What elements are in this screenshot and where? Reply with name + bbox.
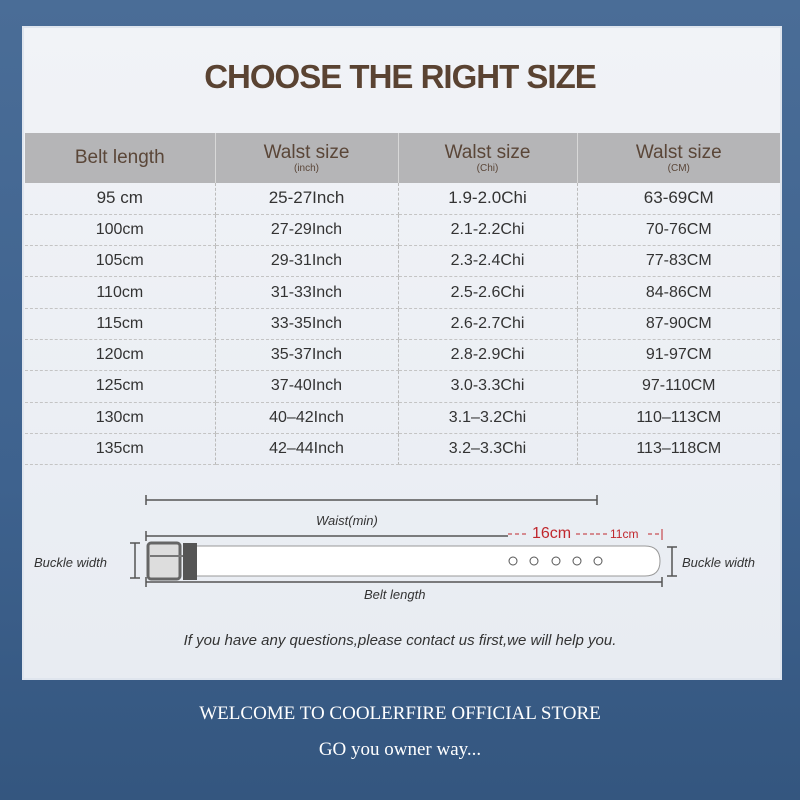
buckle-icon xyxy=(146,541,182,581)
table-cell: 100cm xyxy=(25,214,216,247)
table-row: 120cm 35-37Inch 2.8-2.9Chi 91-97CM xyxy=(25,339,780,372)
footer-slogan: GO you owner way... xyxy=(318,739,482,760)
table-row: 105cm 29-31Inch 2.3-2.4Chi 77-83CM xyxy=(25,245,780,278)
table-cell: 2.3-2.4Chi xyxy=(398,245,578,278)
table-cell: 95 cm xyxy=(25,183,216,215)
table-row: 115cm 33-35Inch 2.6-2.7Chi 87-90CM xyxy=(25,308,780,340)
tip-span-label: 11cm xyxy=(610,527,639,541)
size-table: Belt length Walst size (inch) Walst size (Ch… xyxy=(25,133,780,466)
table-cell: 1.9-2.0Chi xyxy=(398,183,578,215)
table-cell: 29-31Inch xyxy=(215,245,399,278)
table-cell: 77-83CM xyxy=(577,245,780,278)
table-cell: 70-76CM xyxy=(577,214,780,247)
table-cell: 25-27Inch xyxy=(215,183,399,215)
table-cell: 125cm xyxy=(25,370,216,403)
table-cell: 37-40Inch xyxy=(215,370,399,403)
table-cell: 87-90CM xyxy=(577,308,780,340)
header-label: Walst size xyxy=(263,141,350,163)
header-unit: (CM) xyxy=(667,162,690,174)
contact-note: If you have any questions,please contact… xyxy=(183,632,617,649)
table-cell: 120cm xyxy=(25,339,216,372)
table-cell: 135cm xyxy=(25,433,216,466)
table-cell: 35-37Inch xyxy=(215,339,399,372)
belt-strap xyxy=(189,545,661,577)
column-header: Belt length xyxy=(25,133,216,183)
column-header: Walst size (inch) xyxy=(215,133,399,183)
table-cell: 3.2–3.3Chi xyxy=(398,433,578,466)
table-cell: 27-29Inch xyxy=(215,214,399,247)
header-label: Belt length xyxy=(74,147,165,168)
table-row: 100cm 27-29Inch 2.1-2.2Chi 70-76CM xyxy=(25,214,780,247)
table-cell: 113–118CM xyxy=(577,433,780,466)
hole-span-label: 16cm xyxy=(532,525,572,542)
table-cell: 3.0-3.3Chi xyxy=(398,370,578,403)
table-cell: 2.5-2.6Chi xyxy=(398,276,578,309)
table-cell: 42–44Inch xyxy=(215,433,399,466)
header-unit: (Chi) xyxy=(476,162,499,174)
header-label: Walst size xyxy=(635,141,722,163)
table-cell: 3.1–3.2Chi xyxy=(398,402,578,434)
table-cell: 84-86CM xyxy=(577,276,780,309)
footer-welcome: WELCOME TO COOLERFIRE OFFICIAL STORE xyxy=(199,703,601,724)
buckle-width-left-label: Buckle width xyxy=(34,555,107,570)
table-cell: 91-97CM xyxy=(577,339,780,372)
table-cell: 97-110CM xyxy=(577,370,780,403)
column-header: Walst size (Chi) xyxy=(398,133,578,183)
table-row: 125cm 37-40Inch 3.0-3.3Chi 97-110CM xyxy=(25,370,780,403)
belt-length-label: Belt length xyxy=(364,587,426,602)
buckle-loop xyxy=(183,543,197,580)
table-cell: 2.1-2.2Chi xyxy=(398,214,578,247)
table-cell: 115cm xyxy=(25,308,216,340)
waist-min-label: Waist(min) xyxy=(316,513,378,528)
header-unit: (inch) xyxy=(293,162,319,174)
table-cell: 63-69CM xyxy=(577,183,780,215)
table-cell: 110cm xyxy=(25,276,216,309)
column-header: Walst size (CM) xyxy=(577,133,780,183)
table-row: 135cm 42–44Inch 3.2–3.3Chi 113–118CM xyxy=(25,433,780,466)
table-cell: 2.6-2.7Chi xyxy=(398,308,578,340)
table-cell: 31-33Inch xyxy=(215,276,399,309)
chart-title: CHOOSE THE RIGHT SIZE xyxy=(204,58,597,95)
table-row: 130cm 40–42Inch 3.1–3.2Chi 110–113CM xyxy=(25,402,780,434)
table-row: 110cm 31-33Inch 2.5-2.6Chi 84-86CM xyxy=(25,276,780,309)
table-cell: 130cm xyxy=(25,402,216,434)
table-cell: 105cm xyxy=(25,245,216,278)
table-cell: 110–113CM xyxy=(577,402,780,434)
table-cell: 40–42Inch xyxy=(215,402,399,434)
header-label: Walst size xyxy=(444,141,531,163)
table-cell: 2.8-2.9Chi xyxy=(398,339,578,372)
table-row: 95 cm 25-27Inch 1.9-2.0Chi 63-69CM xyxy=(25,183,780,215)
table-cell: 33-35Inch xyxy=(215,308,399,340)
buckle-width-right-label: Buckle width xyxy=(682,555,755,570)
